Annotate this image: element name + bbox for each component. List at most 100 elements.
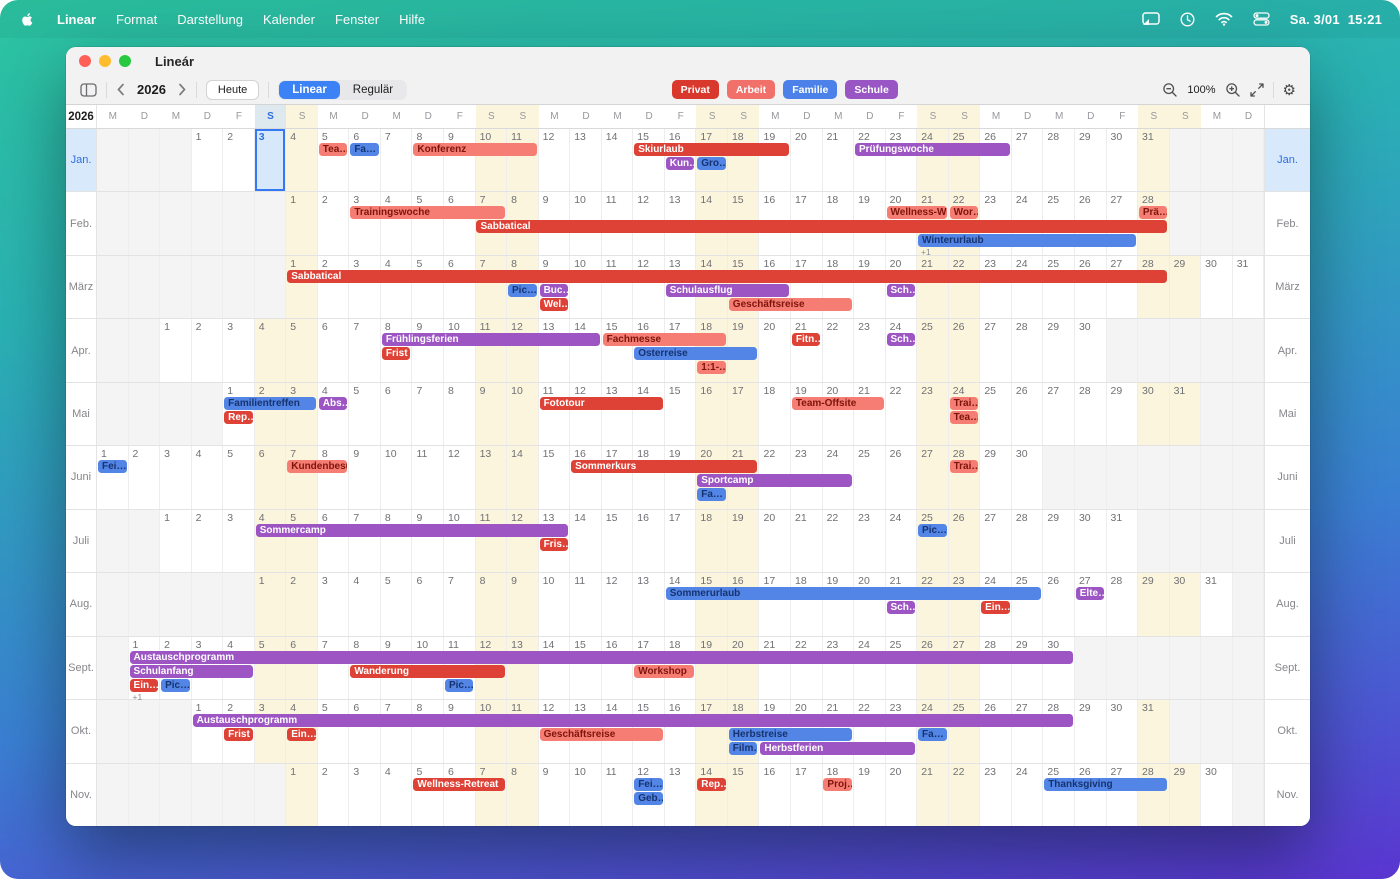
- day-cell[interactable]: 25: [948, 129, 981, 192]
- day-cell[interactable]: 22: [885, 382, 918, 446]
- day-cell[interactable]: 23: [885, 129, 918, 192]
- day-cell[interactable]: 5: [412, 763, 445, 826]
- day-cell[interactable]: 25: [885, 636, 918, 700]
- day-cell[interactable]: 10: [475, 129, 508, 192]
- day-cell[interactable]: 20: [822, 382, 855, 446]
- day-cell[interactable]: 6: [412, 573, 445, 636]
- day-cell[interactable]: 7: [444, 573, 476, 636]
- day-cell[interactable]: 24: [854, 636, 886, 700]
- menu-item-format[interactable]: Format: [116, 11, 158, 27]
- day-cell[interactable]: 17: [791, 763, 823, 826]
- day-cell[interactable]: 3: [223, 509, 255, 573]
- day-cell[interactable]: 29: [1138, 573, 1170, 636]
- day-cell[interactable]: 28: [1106, 573, 1139, 636]
- event-bar[interactable]: Trai…: [949, 396, 979, 410]
- day-cell[interactable]: 17: [759, 573, 792, 636]
- day-cell[interactable]: 29: [1043, 319, 1075, 382]
- event-bar[interactable]: Schulanfang: [129, 664, 253, 678]
- day-cell[interactable]: 30: [1106, 129, 1139, 192]
- day-cell[interactable]: 21: [791, 319, 823, 382]
- day-cell[interactable]: 1: [286, 255, 318, 319]
- day-cell[interactable]: 17: [664, 509, 697, 573]
- day-cell[interactable]: 20: [854, 573, 886, 636]
- title-bar[interactable]: Lineár: [66, 47, 1310, 75]
- event-bar[interactable]: Austauschprogramm: [129, 650, 1073, 664]
- event-bar[interactable]: Sch…: [886, 333, 916, 347]
- day-cell[interactable]: 3: [286, 382, 318, 446]
- day-cell[interactable]: 27: [948, 636, 981, 700]
- day-cell[interactable]: 22: [948, 255, 981, 319]
- overflow-indicator[interactable]: +1: [921, 247, 931, 258]
- day-cell[interactable]: 7: [349, 509, 381, 573]
- day-cell[interactable]: 26: [948, 319, 981, 382]
- day-cell[interactable]: 26: [980, 700, 1012, 763]
- day-cell[interactable]: 27: [1074, 573, 1107, 636]
- day-cell[interactable]: 6: [349, 129, 381, 192]
- day-cell[interactable]: 16: [696, 382, 728, 446]
- day-cell[interactable]: 26: [1043, 573, 1075, 636]
- day-cell[interactable]: 9: [444, 129, 476, 192]
- event-bar[interactable]: Trainingswoche: [350, 206, 505, 220]
- event-bar[interactable]: Geschäftsreise: [539, 728, 663, 742]
- day-cell[interactable]: 5: [286, 509, 318, 573]
- day-cell[interactable]: 24: [1011, 255, 1044, 319]
- day-cell[interactable]: 9: [444, 700, 476, 763]
- day-cell[interactable]: 18: [759, 382, 792, 446]
- day-cell[interactable]: 29: [980, 446, 1012, 509]
- day-cell[interactable]: 5: [412, 192, 445, 255]
- day-cell[interactable]: 21: [822, 129, 855, 192]
- menubar-clock[interactable]: Sa. 3/01 15:21: [1290, 12, 1382, 27]
- expand-icon[interactable]: [1249, 82, 1264, 97]
- day-cell[interactable]: 24: [917, 129, 949, 192]
- day-cell[interactable]: 9: [475, 382, 508, 446]
- day-cell[interactable]: 23: [822, 636, 855, 700]
- day-cell[interactable]: 11: [412, 446, 445, 509]
- day-cell[interactable]: 6: [349, 700, 381, 763]
- day-cell[interactable]: 9: [412, 509, 445, 573]
- event-bar[interactable]: Fei…: [98, 460, 127, 474]
- day-cell[interactable]: 27: [980, 509, 1012, 573]
- day-cell[interactable]: 21: [791, 509, 823, 573]
- day-cell[interactable]: 1: [97, 446, 129, 509]
- event-bar[interactable]: Trai…: [949, 460, 979, 474]
- day-cell[interactable]: 30: [1074, 509, 1107, 573]
- day-cell[interactable]: 27: [980, 319, 1012, 382]
- day-cell[interactable]: 30: [1201, 255, 1233, 319]
- day-cell[interactable]: 11: [475, 509, 508, 573]
- tab-regulaer[interactable]: Regulär: [352, 83, 394, 96]
- day-cell[interactable]: 7: [475, 255, 508, 319]
- day-cell[interactable]: 4: [191, 446, 224, 509]
- day-cell[interactable]: 3: [254, 129, 287, 192]
- day-cell[interactable]: 11: [507, 129, 539, 192]
- event-bar[interactable]: Tea…: [318, 143, 348, 156]
- day-cell[interactable]: 28: [1138, 763, 1170, 826]
- day-cell[interactable]: 6: [380, 382, 413, 446]
- day-cell[interactable]: 28: [1043, 129, 1075, 192]
- day-cell[interactable]: 4: [254, 509, 287, 573]
- day-cell[interactable]: 23: [854, 509, 886, 573]
- event-bar[interactable]: Fitn…: [791, 333, 821, 347]
- chevron-right-icon[interactable]: [178, 83, 187, 96]
- event-bar[interactable]: Pic…: [508, 283, 537, 297]
- event-bar[interactable]: Wellness-Retreat: [413, 777, 505, 791]
- event-bar[interactable]: Herbstreise: [728, 728, 852, 742]
- day-cell[interactable]: 12: [444, 446, 476, 509]
- day-cell[interactable]: 30: [1043, 636, 1075, 700]
- day-cell[interactable]: 2: [191, 319, 224, 382]
- wifi-icon[interactable]: [1215, 12, 1233, 26]
- day-cell[interactable]: 26: [948, 509, 981, 573]
- day-cell[interactable]: 7: [475, 763, 508, 826]
- event-bar[interactable]: Wellness-W…: [886, 206, 947, 220]
- day-cell[interactable]: 27: [1106, 255, 1139, 319]
- day-cell[interactable]: 9: [349, 446, 381, 509]
- event-bar[interactable]: Rep…: [224, 410, 253, 424]
- day-cell[interactable]: 2: [223, 129, 255, 192]
- day-cell[interactable]: 11: [570, 573, 602, 636]
- event-bar[interactable]: Kundenbesu…: [287, 460, 348, 474]
- day-cell[interactable]: 20: [759, 509, 792, 573]
- day-cell[interactable]: 12: [570, 382, 602, 446]
- day-cell[interactable]: 6: [254, 446, 287, 509]
- day-cell[interactable]: 1: [191, 700, 224, 763]
- day-cell[interactable]: 7: [349, 319, 381, 382]
- day-cell[interactable]: 26: [980, 129, 1012, 192]
